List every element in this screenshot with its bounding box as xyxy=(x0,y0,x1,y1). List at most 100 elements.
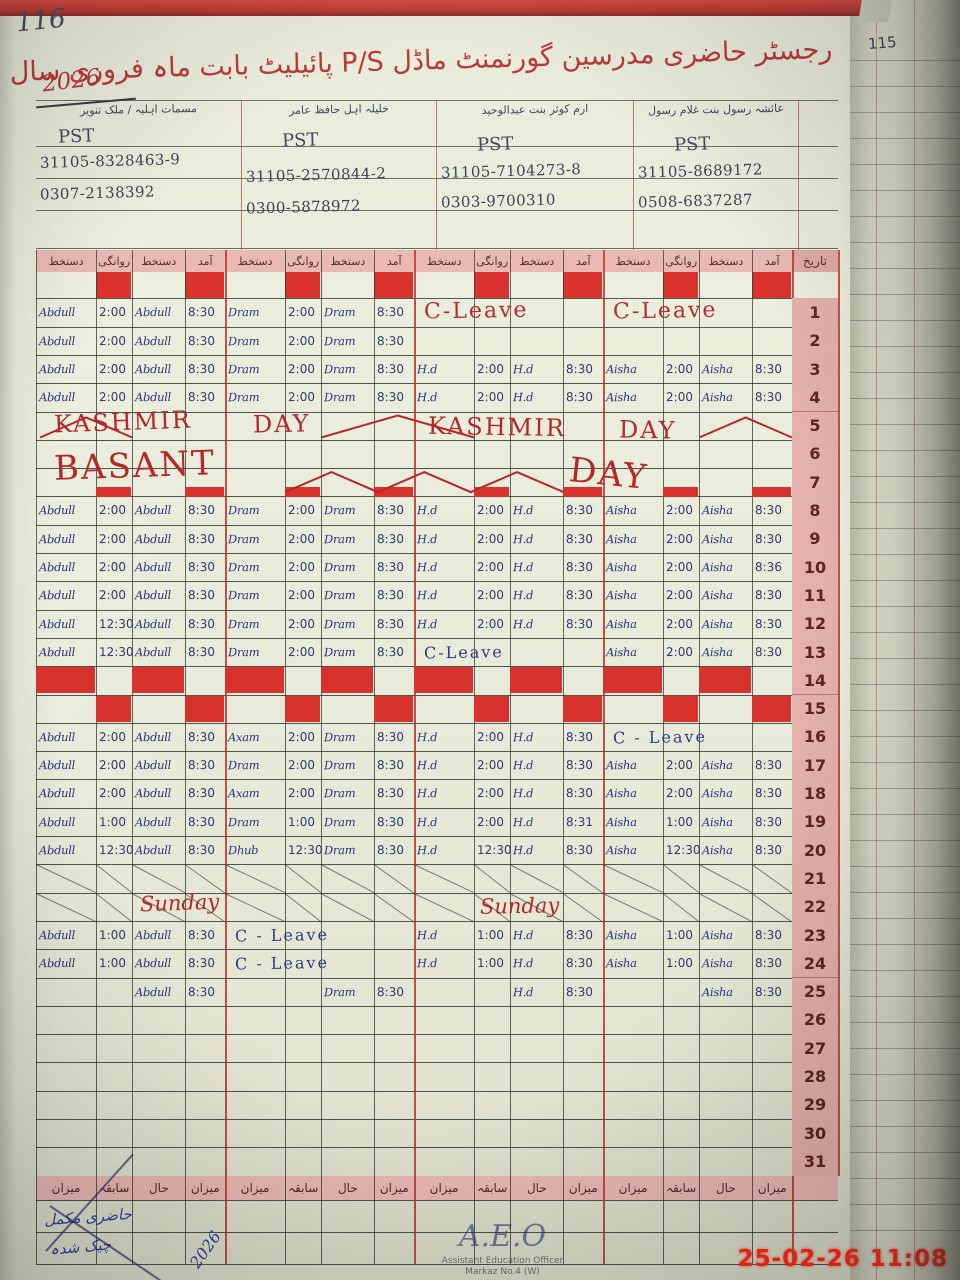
grid-row-line xyxy=(36,553,838,554)
grid-row-line xyxy=(36,496,838,498)
grid-row-line xyxy=(36,326,838,328)
column-header-label: روانگی xyxy=(98,254,131,268)
column-header-label: دستخط xyxy=(237,254,273,268)
date-cell: 13 xyxy=(792,637,838,668)
grid-row-line xyxy=(36,892,838,894)
camera-timestamp: 25-02-26 11:08 xyxy=(737,1246,948,1272)
holiday-block xyxy=(663,487,699,498)
column-header-15: آمد xyxy=(752,250,793,272)
footer-label: سابقہ xyxy=(477,1180,508,1195)
holiday-zigzag xyxy=(284,471,564,494)
footer-label: حال xyxy=(526,1180,547,1195)
teacher-particulars: مسمات اہلیہ / ملک تنویر PST 31105-8328463-… xyxy=(36,100,838,250)
page-title: رجسٹر حاضری مدرسین گورنمنٹ ماڈل P/S پائی… xyxy=(9,34,833,88)
column-header-label: دستخط xyxy=(330,254,366,268)
date-cell: 16 xyxy=(792,722,838,753)
holiday-block xyxy=(185,695,224,722)
grid-col-line xyxy=(132,250,134,1176)
holiday-block xyxy=(699,667,752,694)
column-header-label: دستخط xyxy=(141,254,177,268)
teacher-cnic-0: 31105-8328463-9 xyxy=(39,150,181,172)
column-header-10: دستخط xyxy=(510,250,565,272)
date-cell: 4 xyxy=(792,383,838,413)
date-cell: 31 xyxy=(792,1147,838,1177)
holiday-zigzag xyxy=(320,414,475,439)
footer-label: حال xyxy=(148,1180,169,1195)
teacher-name-0: مسمات اہلیہ / ملک تنویر xyxy=(79,101,198,118)
footer-label: میزان xyxy=(379,1180,409,1195)
date-cell: 14 xyxy=(792,666,838,696)
holiday-block xyxy=(563,487,602,498)
holiday-block xyxy=(96,487,132,498)
holiday-block xyxy=(752,695,791,722)
holiday-block xyxy=(36,667,96,694)
grid-col-line xyxy=(321,250,323,1176)
teacher-name-2: ارم کوثر بنت عبدالوحید xyxy=(481,102,589,117)
tint-block-header-13 xyxy=(663,272,699,299)
grid-row-line xyxy=(36,920,838,922)
binding-band xyxy=(0,0,880,16)
grid-row-line xyxy=(36,751,838,753)
holiday-block xyxy=(474,487,510,498)
holiday-block xyxy=(321,667,374,694)
teacher-phone-2: 0303-9700310 xyxy=(440,190,557,212)
column-header-9: روانگی xyxy=(474,250,512,272)
footer-band xyxy=(36,1175,838,1200)
column-header-6: دستخط xyxy=(321,250,376,272)
grid-row-line xyxy=(36,666,838,668)
column-header-label: دستخط xyxy=(615,254,651,268)
holiday-block xyxy=(603,667,663,694)
grid-row-line xyxy=(36,354,838,356)
holiday-block xyxy=(414,667,474,694)
date-cell: 12 xyxy=(792,609,838,639)
date-cell: 21 xyxy=(792,864,838,894)
grid-row-line xyxy=(36,439,838,441)
teacher-cnic-1: 31105-2570844-2 xyxy=(245,164,387,186)
holiday-block xyxy=(185,487,224,498)
column-header-label: روانگی xyxy=(287,254,320,268)
date-column-header: تاریخ xyxy=(792,250,838,272)
date-cell: 26 xyxy=(792,1005,838,1036)
teacher-phone-1: 0300-5878972 xyxy=(245,196,362,218)
column-header-label: دستخط xyxy=(708,254,744,268)
footer-label: حال xyxy=(337,1180,358,1195)
column-header-label: آمد xyxy=(575,254,591,268)
grid-row-line xyxy=(36,949,838,951)
teacher-name-3: عائشہ رسول بنت غلام رسول xyxy=(647,101,785,118)
column-header-0: دستخط xyxy=(36,250,98,272)
teacher-name-1: خلیلہ اہل حافظ عامر xyxy=(288,102,390,117)
column-header-label: دستخط xyxy=(48,254,84,268)
tint-block-header-1 xyxy=(96,272,132,299)
teacher-cnic-2: 31105-7104273-8 xyxy=(440,160,582,182)
grid-col-line xyxy=(603,250,605,1176)
footer-label: میزان xyxy=(618,1180,648,1195)
date-cell: 24 xyxy=(792,949,838,979)
grid-row-line xyxy=(36,1119,838,1120)
date-cell: 25 xyxy=(792,977,838,1007)
holiday-block xyxy=(285,487,321,498)
grid-row-line xyxy=(36,977,838,979)
tint-block-header-5 xyxy=(285,272,321,299)
holiday-block xyxy=(663,695,699,722)
holiday-block xyxy=(474,695,510,722)
date-cell: 20 xyxy=(792,836,838,866)
grid-row-line xyxy=(36,694,838,696)
grid-row-line xyxy=(36,1062,838,1064)
date-cell: 7 xyxy=(792,468,838,498)
holiday-block xyxy=(132,667,185,694)
grid-row-line xyxy=(36,807,838,809)
holiday-block xyxy=(285,695,321,722)
tint-block-header-11 xyxy=(563,272,602,299)
column-header-label: آمد xyxy=(764,254,780,268)
holiday-block xyxy=(225,667,285,694)
grid-row-line xyxy=(36,1005,838,1007)
grid-col-line xyxy=(510,250,512,1176)
tint-block-header-3 xyxy=(185,272,224,299)
holiday-block xyxy=(563,695,602,722)
column-header-5: روانگی xyxy=(285,250,323,272)
page-title-row: رجسٹر حاضری مدرسین گورنمنٹ ماڈل P/S پائی… xyxy=(0,34,850,109)
date-cell: 27 xyxy=(792,1034,838,1064)
stamp-line-2: Markaz No.4 (W) xyxy=(465,1266,540,1277)
adjacent-page: 115 xyxy=(850,0,960,1280)
